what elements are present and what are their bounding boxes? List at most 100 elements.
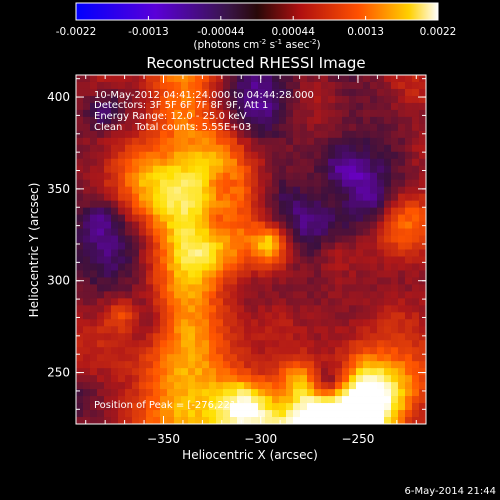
heatmap-cell xyxy=(223,298,231,306)
heatmap-cell xyxy=(125,158,133,167)
heatmap-cell xyxy=(90,116,98,125)
heatmap-cell xyxy=(335,193,343,202)
heatmap-cell xyxy=(272,340,280,348)
heatmap-cell xyxy=(398,417,406,425)
heatmap-cell xyxy=(230,165,238,174)
heatmap-cell xyxy=(160,116,168,125)
heatmap-cell xyxy=(377,291,385,299)
heatmap-cell xyxy=(265,389,273,397)
heatmap-cell xyxy=(321,172,329,181)
heatmap-cell xyxy=(111,95,119,104)
heatmap-cell xyxy=(223,221,231,229)
heatmap-cell xyxy=(321,396,329,404)
heatmap-cell xyxy=(419,417,427,425)
heatmap-cell xyxy=(118,81,126,90)
heatmap-cell xyxy=(160,256,168,264)
heatmap-cell xyxy=(209,340,217,348)
heatmap-cell xyxy=(83,375,91,383)
heatmap-cell xyxy=(244,137,252,146)
heatmap-cell xyxy=(265,116,273,125)
heatmap-cell xyxy=(286,144,294,153)
heatmap-cell xyxy=(307,277,315,285)
heatmap-cell xyxy=(202,312,210,320)
heatmap-cell xyxy=(188,368,196,376)
heatmap-cell xyxy=(412,130,420,139)
x-tick-label: −300 xyxy=(244,432,277,446)
heatmap-cell xyxy=(314,382,322,390)
heatmap-cell xyxy=(83,186,91,195)
heatmap-cell xyxy=(251,158,259,167)
heatmap-cell xyxy=(195,179,203,188)
heatmap-cell xyxy=(195,410,203,418)
heatmap-cell xyxy=(146,144,154,153)
heatmap-cell xyxy=(279,172,287,181)
heatmap-cell xyxy=(188,137,196,146)
heatmap-cell xyxy=(188,165,196,174)
heatmap-cell xyxy=(300,88,308,97)
heatmap-cell xyxy=(384,340,392,348)
heatmap-cell xyxy=(209,207,217,215)
heatmap-cell xyxy=(321,312,329,320)
heatmap-cell xyxy=(405,151,413,160)
heatmap-cell xyxy=(174,403,182,411)
heatmap-cell xyxy=(76,95,84,104)
heatmap-cell xyxy=(391,298,399,306)
heatmap-cell xyxy=(419,312,427,320)
heatmap-cell xyxy=(391,354,399,362)
heatmap-cell xyxy=(188,361,196,369)
heatmap-cell xyxy=(230,186,238,195)
heatmap-cell xyxy=(223,123,231,132)
heatmap-cell xyxy=(83,109,91,118)
heatmap-cell xyxy=(412,207,420,215)
heatmap-cell xyxy=(90,172,98,181)
heatmap-cell xyxy=(167,200,175,209)
heatmap-cell xyxy=(118,340,126,348)
heatmap-cell xyxy=(384,256,392,264)
heatmap-cell xyxy=(160,193,168,202)
heatmap-cell xyxy=(349,319,357,327)
heatmap-cell xyxy=(104,347,112,355)
heatmap-cell xyxy=(419,228,427,236)
heatmap-cell xyxy=(272,382,280,390)
heatmap-cell xyxy=(230,81,238,90)
heatmap-cell xyxy=(76,249,84,257)
heatmap-cell xyxy=(223,305,231,313)
heatmap-cell xyxy=(384,109,392,118)
heatmap-cell xyxy=(216,144,224,153)
heatmap-cell xyxy=(244,88,252,97)
heatmap-cell xyxy=(209,158,217,167)
heatmap-cell xyxy=(286,291,294,299)
heatmap-cell xyxy=(237,95,245,104)
heatmap-cell xyxy=(132,235,140,243)
heatmap-cell xyxy=(132,389,140,397)
heatmap-cell xyxy=(76,228,84,236)
heatmap-cell xyxy=(90,242,98,250)
heatmap-cell xyxy=(370,263,378,271)
heatmap-cell xyxy=(97,312,105,320)
heatmap-cell xyxy=(237,221,245,229)
heatmap-cell xyxy=(244,228,252,236)
heatmap-cell xyxy=(223,333,231,341)
heatmap-cell xyxy=(188,158,196,167)
heatmap-cell xyxy=(216,158,224,167)
heatmap-cell xyxy=(335,375,343,383)
heatmap-cell xyxy=(384,95,392,104)
heatmap-cell xyxy=(118,326,126,334)
heatmap-cell xyxy=(230,137,238,146)
heatmap-cell xyxy=(272,172,280,181)
heatmap-cell xyxy=(146,347,154,355)
heatmap-cell xyxy=(412,179,420,188)
heatmap-cell xyxy=(104,326,112,334)
heatmap-cell xyxy=(363,81,371,90)
heatmap-cell xyxy=(258,270,266,278)
heatmap-cell xyxy=(209,319,217,327)
heatmap-cell xyxy=(405,277,413,285)
heatmap-cell xyxy=(391,249,399,257)
heatmap-cell xyxy=(419,347,427,355)
heatmap-cell xyxy=(111,333,119,341)
heatmap-cell xyxy=(76,410,84,418)
heatmap-cell xyxy=(132,312,140,320)
heatmap-cell xyxy=(272,242,280,250)
heatmap-cell xyxy=(412,137,420,146)
heatmap-cell xyxy=(258,95,266,104)
